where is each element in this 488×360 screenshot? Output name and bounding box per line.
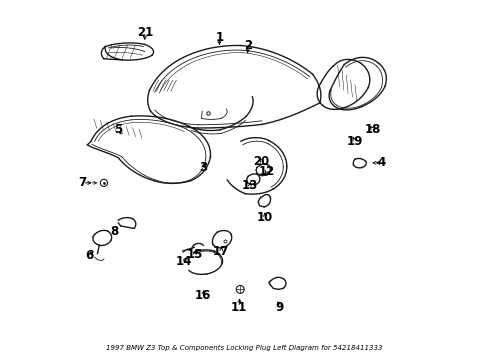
Text: 9: 9 xyxy=(275,301,283,314)
Text: 4: 4 xyxy=(377,156,385,169)
Text: 13: 13 xyxy=(241,179,258,192)
Text: 10: 10 xyxy=(257,211,273,224)
Text: 19: 19 xyxy=(346,135,363,148)
Text: 16: 16 xyxy=(195,289,211,302)
Text: 14: 14 xyxy=(176,255,192,268)
Text: 5: 5 xyxy=(114,123,122,136)
Text: 20: 20 xyxy=(253,155,269,168)
Text: 6: 6 xyxy=(85,249,94,262)
Text: 8: 8 xyxy=(110,225,119,238)
Text: 1997 BMW Z3 Top & Components Locking Plug Left Diagram for 54218411333: 1997 BMW Z3 Top & Components Locking Plu… xyxy=(106,345,382,351)
Text: 21: 21 xyxy=(137,27,153,40)
Text: 11: 11 xyxy=(230,301,247,314)
Text: 3: 3 xyxy=(199,161,207,174)
Text: 18: 18 xyxy=(364,123,380,136)
Text: 1: 1 xyxy=(215,31,223,44)
Text: 7: 7 xyxy=(78,176,86,189)
Text: 17: 17 xyxy=(213,244,229,257)
Text: 15: 15 xyxy=(186,248,203,261)
Text: 2: 2 xyxy=(244,39,252,52)
Text: 12: 12 xyxy=(258,165,274,177)
